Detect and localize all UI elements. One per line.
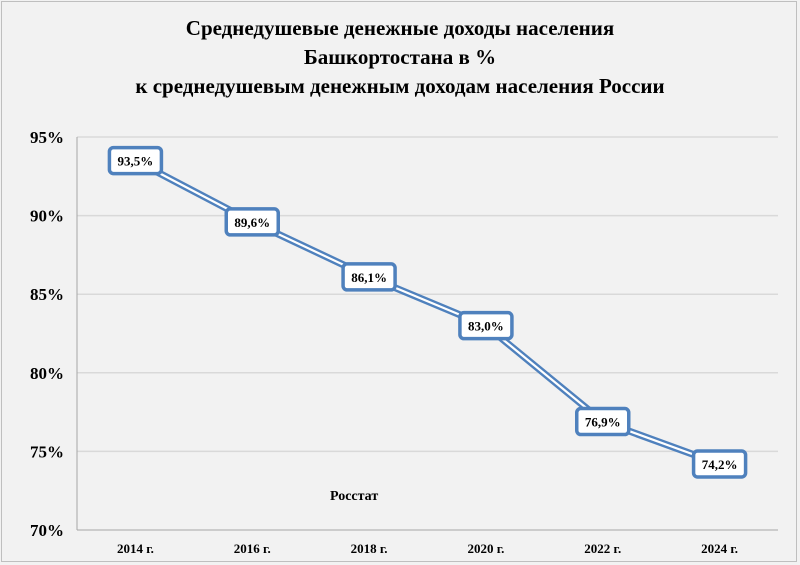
- source-annotation: Росстат: [330, 489, 378, 504]
- x-tick-label: 2022 г.: [584, 541, 621, 556]
- x-tick-label: 2018 г.: [351, 541, 388, 556]
- y-tick-label: 90%: [30, 207, 64, 226]
- data-label-box: [458, 310, 514, 341]
- y-tick-label: 80%: [30, 364, 64, 383]
- series-line: [133, 157, 721, 468]
- data-label-box: [224, 207, 280, 237]
- data-point-label: 74,2%: [691, 449, 748, 479]
- series-line-inner: [134, 159, 720, 466]
- data-label-box: [107, 145, 164, 176]
- gridlines: [77, 136, 778, 453]
- chart-title-line-3: к среднедушевым денежным доходам населен…: [135, 74, 665, 98]
- x-tick-label: 2014 г.: [117, 541, 154, 556]
- y-tick-label: 85%: [30, 285, 64, 304]
- data-point-label: 86,1%: [341, 262, 397, 292]
- y-axis: 70% 75% 80% 85% 90% 95%: [30, 128, 64, 540]
- data-label-box: [575, 406, 631, 437]
- data-labels: 93,5% 89,6% 86,1% 83,0% 76,9% 74,2%: [107, 145, 748, 479]
- data-point-label: 89,6%: [224, 207, 280, 237]
- data-label-text: 74,2%: [702, 457, 738, 472]
- data-label-box: [341, 262, 397, 292]
- data-label-box: [691, 449, 748, 479]
- chart-title-line-1: Среднедушевые денежные доходы населения: [185, 16, 615, 40]
- data-point-label: 83,0%: [458, 310, 514, 341]
- data-label-text: 83,0%: [468, 319, 504, 334]
- x-tick-label: 2016 г.: [234, 541, 271, 556]
- chart-title-line-2: Башкортостана в %: [303, 45, 497, 69]
- x-axis: 2014 г. 2016 г. 2018 г. 2020 г. 2022 г. 2024 …: [76, 137, 778, 556]
- y-tick-label: 75%: [30, 442, 64, 461]
- data-label-text: 93,5%: [118, 154, 154, 169]
- data-point-label: 93,5%: [107, 145, 164, 176]
- data-point-label: 76,9%: [575, 406, 631, 437]
- data-label-text: 86,1%: [351, 270, 387, 285]
- y-tick-label: 70%: [30, 521, 64, 540]
- x-tick-label: 2024 г.: [701, 541, 738, 556]
- chart-title: Среднедушевые денежные доходы населения …: [0, 14, 800, 101]
- data-label-text: 89,6%: [234, 215, 270, 230]
- y-tick-label: 95%: [30, 128, 64, 147]
- x-tick-label: 2020 г.: [467, 541, 504, 556]
- data-label-text: 76,9%: [585, 415, 621, 430]
